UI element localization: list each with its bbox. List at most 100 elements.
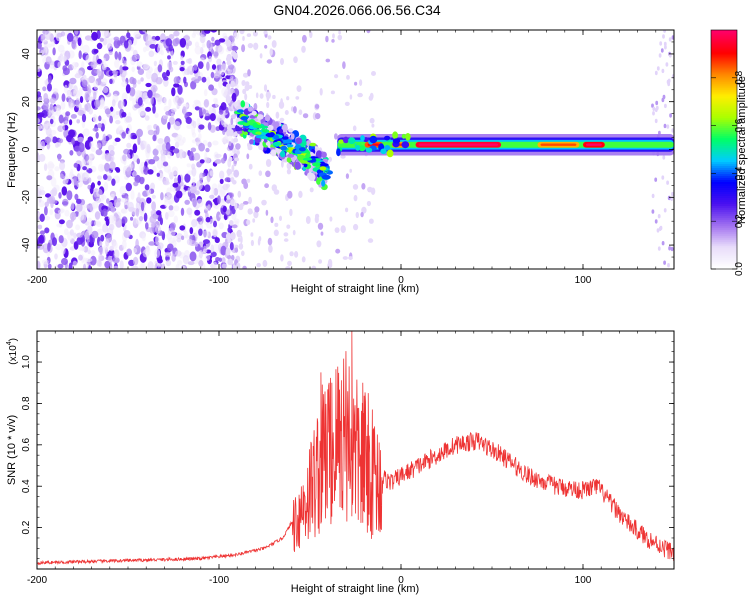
spectrogram-noise-cell (280, 58, 284, 65)
spectrogram-noise-cell (149, 39, 157, 45)
spectrogram-noise-cell (84, 230, 90, 240)
spectrogram-track-cell (260, 135, 269, 140)
snr-y-tick-label: 0.6 (21, 437, 32, 451)
spectrogram-noise-cell (298, 109, 303, 115)
spectrogram-noise-cell (335, 248, 341, 254)
spectrogram-noise-cell (132, 97, 137, 106)
spectrogram-noise-cell (661, 68, 665, 74)
spectrogram-noise-cell (37, 112, 45, 118)
spectrogram-noise-cell (164, 251, 172, 257)
spectrogram-noise-cell (102, 86, 109, 94)
colorbar-swatch (711, 63, 737, 67)
snr-y-tick-label: 1.0 (21, 355, 32, 369)
spectrogram-noise-cell (169, 222, 176, 230)
spectrogram-noise-cell (185, 42, 189, 50)
spectrogram-noise-cell (292, 229, 296, 236)
spectrogram-noise-cell (238, 204, 244, 211)
spectrogram-noise-cell (227, 258, 232, 266)
spectrogram-noise-cell (96, 188, 103, 198)
spectrogram-noise-cell (202, 239, 210, 245)
colorbar-swatch (711, 245, 737, 248)
spectrogram-noise-cell (60, 31, 66, 37)
spectrogram-noise-cell (121, 131, 126, 139)
spectrogram-noise-cell (105, 238, 110, 247)
spectrogram-noise-cell (218, 257, 222, 262)
spectrogram-noise-cell (242, 72, 249, 78)
spectrogram-noise-cell (147, 169, 154, 175)
spectrogram-noise-cell (217, 195, 221, 205)
colorbar-swatch (711, 243, 737, 246)
spectrogram-noise-cell (659, 41, 663, 46)
spectrogram-noise-cell (214, 237, 220, 244)
spectrogram-noise-cell (237, 190, 242, 198)
spectrogram-noise-cell (250, 239, 254, 247)
spectrogram-noise-cell (41, 259, 49, 265)
colorbar-swatch (711, 139, 737, 143)
spectrogram-noise-cell (248, 196, 253, 205)
colorbar-swatch (711, 231, 737, 234)
spectrogram-noise-cell (216, 64, 221, 70)
spectrogram-noise-cell (163, 76, 169, 81)
spectrogram-noise-cell (334, 227, 340, 234)
colorbar-tick-label: 0.8 (734, 70, 745, 84)
colorbar-swatch (711, 247, 737, 250)
colorbar-swatch (711, 125, 737, 129)
spectrogram-noise-cell (57, 153, 61, 162)
spectrogram-noise-cell (663, 41, 667, 47)
colorbar-tick-label: 0.2 (734, 214, 745, 228)
snr-y-tick-label: 0.2 (21, 520, 32, 534)
spectrogram-track-cell (242, 122, 250, 127)
spectrogram-noise-cell (243, 201, 249, 205)
spectrogram-noise-cell (337, 34, 343, 41)
spectrogram-noise-cell (98, 253, 102, 263)
spectrogram-noise-cell (94, 211, 101, 220)
spectrogram-track-cell (309, 142, 317, 147)
spectrogram-noise-cell (301, 256, 306, 263)
spectrogram-noise-cell (189, 251, 197, 262)
spectrogram-noise-cell (160, 192, 164, 201)
spectrogram-noise-cell (57, 263, 64, 269)
spectrogram-noise-cell (264, 183, 269, 189)
spectrogram-noise-cell (74, 73, 82, 79)
spectrogram-noise-cell (244, 93, 248, 101)
spectrogram-noise-cell (172, 182, 179, 188)
colorbar-swatch (711, 157, 737, 161)
spectrogram-noise-cell (69, 119, 73, 126)
colorbar-swatch (711, 131, 737, 135)
spectrogram-noise-cell (213, 50, 219, 59)
spectrogram-noise-cell (94, 220, 98, 226)
colorbar-swatch (711, 225, 737, 228)
spectrogram-noise-cell (135, 208, 140, 217)
colorbar-swatch (711, 117, 737, 121)
spectrogram-noise-cell (225, 56, 232, 62)
spectrogram-noise-cell (250, 232, 254, 237)
spectrogram-noise-cell (211, 36, 215, 42)
spectrogram-noise-cell (226, 83, 231, 89)
spectrogram-track-cell (286, 157, 292, 163)
spectrogram-noise-cell (121, 66, 129, 71)
spectrogram-noise-cell (163, 96, 167, 106)
spectrogram-noise-cell (132, 78, 137, 85)
spectrogram-noise-cell (57, 61, 62, 69)
colorbar-swatch (711, 75, 737, 79)
spectrogram-noise-cell (163, 180, 170, 186)
spectrogram-noise-cell (57, 44, 65, 53)
spectrogram-noise-cell (77, 211, 85, 221)
snr-series-line (37, 331, 674, 566)
colorbar-swatch (711, 133, 737, 137)
spectrogram-noise-cell (140, 201, 145, 212)
spectrogram-noise-cell (175, 263, 180, 269)
spectrogram-noise-cell (262, 259, 268, 268)
spectrogram-noise-cell (71, 61, 78, 70)
spectrogram-noise-cell (167, 200, 172, 206)
spectrogram-noise-cell (256, 262, 262, 268)
spectrogram-noise-cell (123, 148, 131, 155)
spectrogram-track-cell (280, 150, 286, 158)
spectrogram-noise-cell (155, 235, 160, 245)
spectrogram-noise-cell (155, 225, 162, 234)
spectrogram-noise-cell (123, 60, 127, 67)
spectrogram-noise-cell (362, 206, 366, 212)
spectrogram-noise-cell (156, 94, 163, 103)
spectrogram-noise-cell (70, 202, 75, 210)
spectrogram-noise-cell (182, 255, 190, 265)
